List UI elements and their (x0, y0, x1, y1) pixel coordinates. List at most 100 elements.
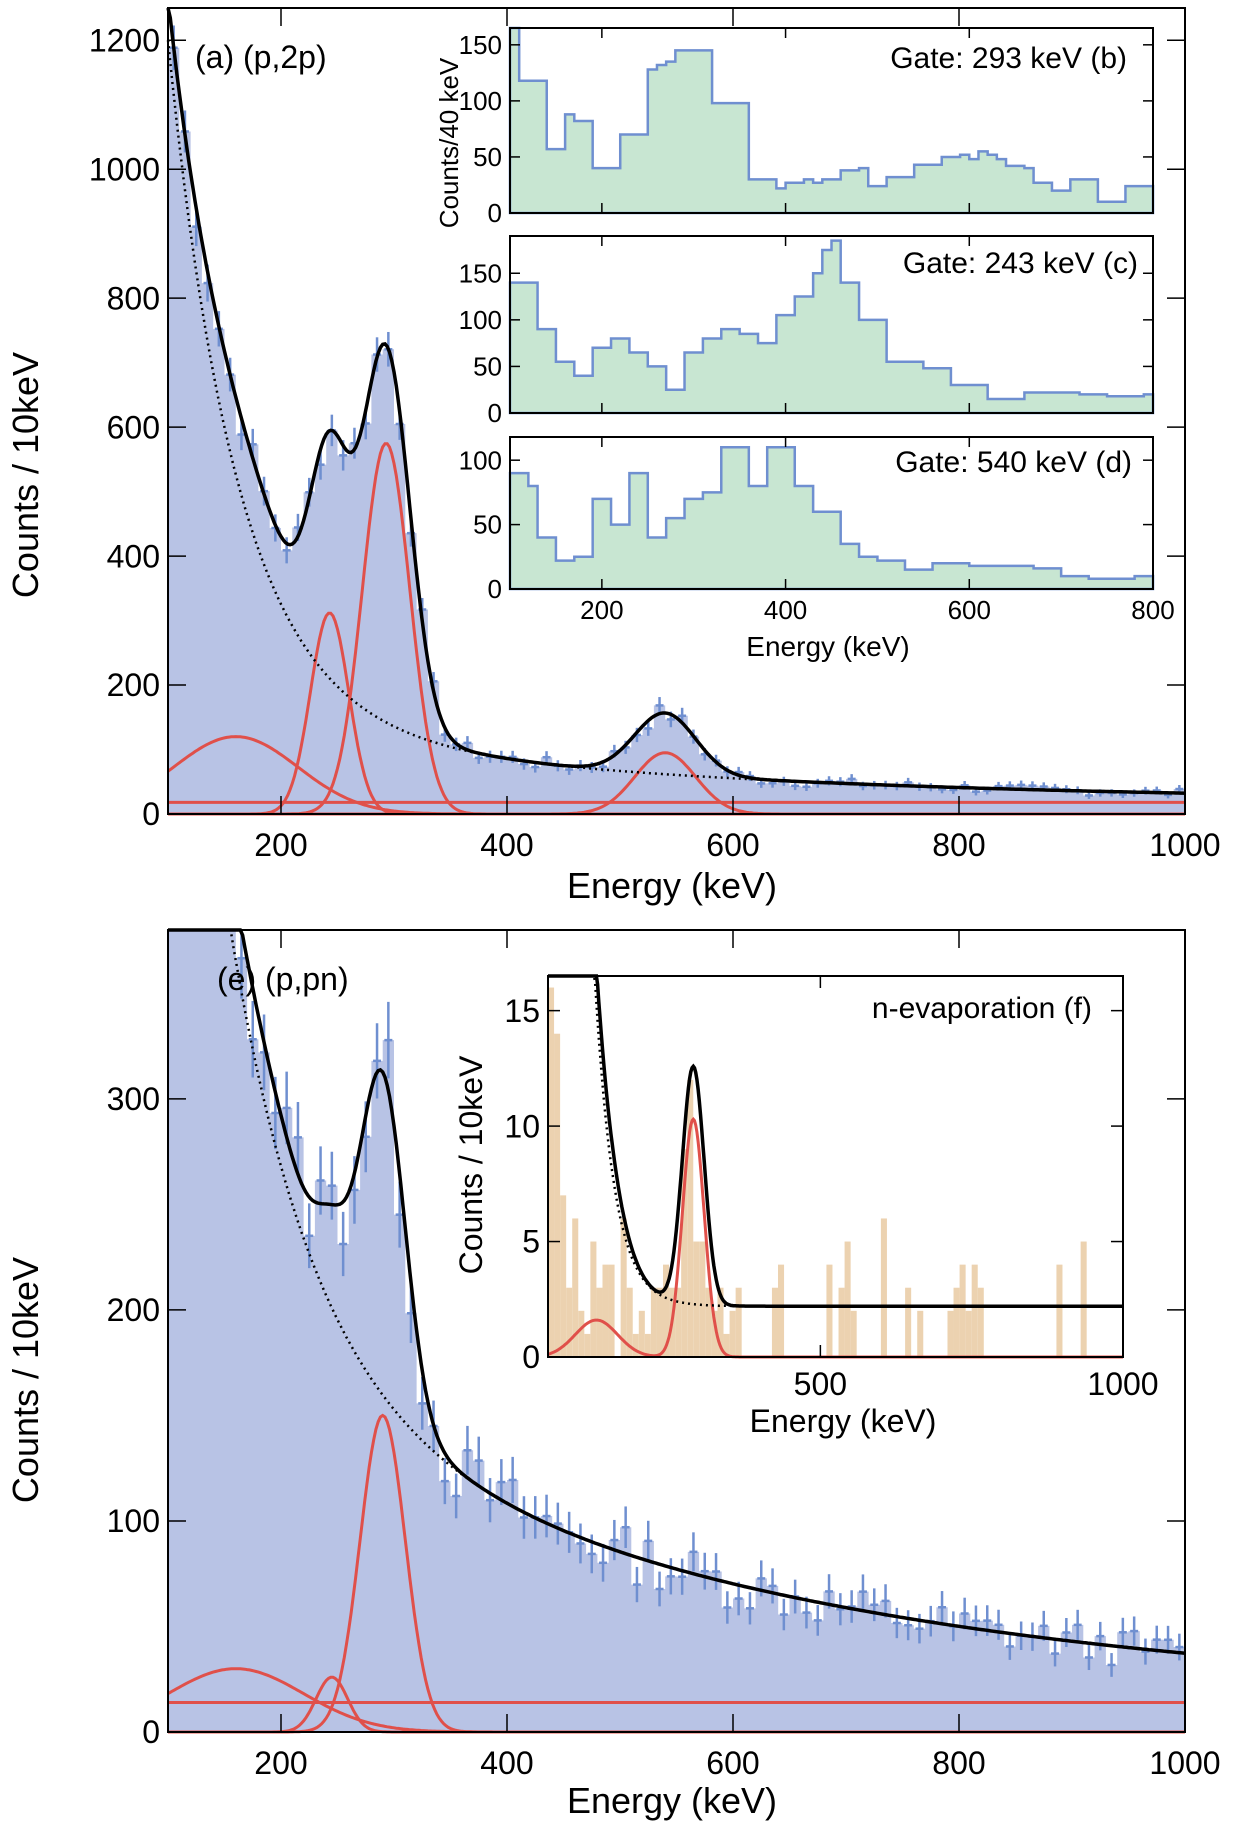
evap-bar (953, 1287, 960, 1357)
x-tick-label: 400 (480, 1745, 533, 1781)
evap-bar (735, 1287, 742, 1357)
inset-f-ylabel: Counts / 10keV (453, 1055, 489, 1274)
plot-frame (509, 27, 1154, 214)
plot-frame (509, 436, 1154, 590)
y-tick-label: 0 (142, 1714, 160, 1750)
evap-bar (850, 1310, 857, 1357)
evap-bar (590, 1241, 597, 1357)
evap-bar (1080, 1241, 1087, 1357)
evap-bar (584, 1333, 591, 1357)
evap-bar (778, 1264, 785, 1357)
evap-bar (947, 1310, 954, 1357)
evap-bar (699, 1241, 706, 1357)
evap-bar (959, 1264, 966, 1357)
evap-bar (626, 1287, 633, 1357)
histogram-fill (168, 930, 1185, 1732)
plot-frame (547, 975, 1124, 1358)
inset-histogram (508, 26, 1155, 215)
evap-bar (632, 1333, 639, 1357)
evap-bar (620, 1218, 627, 1357)
x-tick-label: 200 (580, 595, 623, 625)
inset-d-label: Gate: 540 keV (d) (895, 446, 1132, 479)
y-tick-label: 0 (522, 1339, 540, 1375)
x-tick-label: 800 (932, 827, 985, 863)
y-tick-label: 50 (473, 510, 502, 540)
evap-bar (578, 1310, 585, 1357)
inset-d-xlabel: Energy (keV) (746, 631, 909, 662)
y-tick-label: 300 (107, 1081, 160, 1117)
inset-b-label: Gate: 293 keV (b) (890, 42, 1127, 75)
panel-a-label: (a) (p,2p) (195, 39, 327, 75)
y-tick-label: 200 (107, 667, 160, 703)
total-fit-curve (168, 928, 1186, 1655)
inset-f-xlabel: Energy (keV) (750, 1403, 937, 1439)
evap-bar (572, 1218, 579, 1357)
evap-bar (971, 1264, 978, 1357)
y-tick-label: 0 (142, 796, 160, 832)
inset-c-label: Gate: 243 keV (c) (903, 247, 1138, 280)
x-tick-label: 600 (706, 1745, 759, 1781)
evap-bar (602, 1264, 609, 1357)
evap-bar (711, 1310, 718, 1357)
y-tick-label: 100 (459, 86, 502, 116)
evap-bar (650, 1287, 657, 1357)
x-tick-label: 200 (254, 1745, 307, 1781)
inset-histogram (508, 446, 1155, 591)
evap-bar (644, 1333, 651, 1357)
evap-bar (705, 1287, 712, 1357)
inset-d-gate-540: 200 400 600 800 0 50 100 (459, 436, 1175, 625)
y-tick-label: 1000 (89, 151, 160, 187)
evap-bar (826, 1264, 833, 1357)
plot-frame (167, 7, 1186, 815)
y-tick-label: 100 (107, 1503, 160, 1539)
evap-bar (1056, 1264, 1063, 1357)
inset-f-label: n-evaporation (f) (872, 992, 1092, 1025)
evap-bar (838, 1287, 845, 1357)
panel-e-ylabel: Counts / 10keV (5, 1257, 46, 1503)
evap-bar (844, 1241, 851, 1357)
evap-bar (656, 1287, 663, 1357)
x-tick-label: 200 (254, 827, 307, 863)
x-tick-label: 400 (480, 827, 533, 863)
y-tick-label: 800 (107, 280, 160, 316)
evap-bar (566, 1287, 573, 1357)
inset-background (548, 976, 1123, 1357)
evap-bar (723, 1333, 730, 1357)
y-tick-label: 150 (459, 258, 502, 288)
x-tick-label: 800 (1131, 595, 1174, 625)
x-tick-label: 600 (706, 827, 759, 863)
y-tick-label: 50 (473, 352, 502, 382)
x-tick-label: 500 (794, 1366, 847, 1402)
y-tick-label: 50 (473, 142, 502, 172)
evap-bar (554, 1033, 561, 1357)
x-tick-label: 800 (932, 1745, 985, 1781)
inset-b-gate-293: 0 50 100 150 (459, 26, 1155, 228)
plot-frame (509, 235, 1154, 414)
inset-f-n-evaporation: 500 1000 0 5 10 15 (504, 974, 1159, 1402)
x-tick-label: 1000 (1149, 827, 1220, 863)
evap-bar (717, 1287, 724, 1357)
evap-bar (693, 1241, 700, 1357)
y-tick-label: 1200 (89, 22, 160, 58)
evap-bar (675, 1287, 682, 1357)
evap-bar (638, 1310, 645, 1357)
evap-bar (771, 1287, 778, 1357)
evap-bar (663, 1264, 670, 1357)
panel-e-xlabel: Energy (keV) (567, 1780, 777, 1821)
y-tick-label: 0 (488, 398, 502, 428)
inset-c-gate-243: 0 50 100 150 (459, 235, 1155, 428)
y-tick-label: 200 (107, 1292, 160, 1328)
panel-a-xlabel: Energy (keV) (567, 865, 777, 906)
panel-e-ppn: 200 400 600 800 1000 0 100 200 300 (107, 928, 1221, 1781)
y-tick-label: 100 (459, 445, 502, 475)
evap-bar (917, 1310, 924, 1357)
evap-bar (608, 1264, 615, 1357)
panel-a-ylabel: Counts / 10keV (5, 352, 46, 598)
x-tick-label: 1000 (1087, 1366, 1158, 1402)
y-tick-label: 150 (459, 30, 502, 60)
evap-bar (905, 1287, 912, 1357)
y-tick-label: 600 (107, 409, 160, 445)
y-tick-label: 15 (504, 993, 540, 1029)
y-tick-label: 100 (459, 305, 502, 335)
